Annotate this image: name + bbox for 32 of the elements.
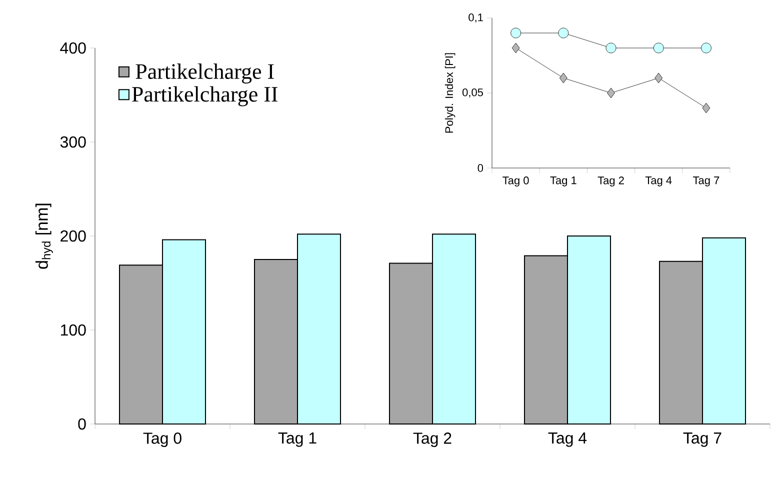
y-tick-label: 200 xyxy=(60,230,86,242)
point xyxy=(701,42,712,54)
y-tick-label: 100 xyxy=(60,324,86,336)
legend-label: Partikelcharge II xyxy=(132,86,278,106)
point xyxy=(654,72,663,84)
y-tick-label: 400 xyxy=(60,42,86,54)
x-tick-label: Tag 0 xyxy=(502,176,529,186)
x-tick-label: Tag 4 xyxy=(548,432,587,447)
x-tick-label: Tag 7 xyxy=(693,176,720,186)
x-tick-label: Tag 2 xyxy=(598,176,624,186)
y-tick-label: 0 xyxy=(478,164,484,172)
x-tick-label: Tag 1 xyxy=(550,176,576,186)
x-tick-label: Tag 4 xyxy=(645,176,672,186)
point xyxy=(510,28,522,38)
y-tick-label: 0,05 xyxy=(462,88,483,98)
y-axis-title: Polyd. Index [PI] xyxy=(444,53,456,133)
x-tick-label: Tag 2 xyxy=(413,432,452,448)
point xyxy=(606,42,616,54)
y-tick-label: 300 xyxy=(60,136,86,148)
y-axis-title: d$_{hyd}$ [nm] xyxy=(35,204,53,269)
x-tick-label: Tag 7 xyxy=(683,432,722,447)
point xyxy=(512,42,520,54)
point xyxy=(607,88,615,98)
point xyxy=(653,42,664,54)
x-tick-label: Tag 0 xyxy=(143,432,182,448)
point xyxy=(558,28,569,38)
point xyxy=(702,102,710,114)
y-tick-label: 0,1 xyxy=(468,13,483,23)
point xyxy=(559,72,568,84)
legend-label: Partikelcharge I xyxy=(136,63,274,84)
y-tick-label: 0 xyxy=(78,418,86,430)
x-tick-label: Tag 1 xyxy=(278,432,316,447)
